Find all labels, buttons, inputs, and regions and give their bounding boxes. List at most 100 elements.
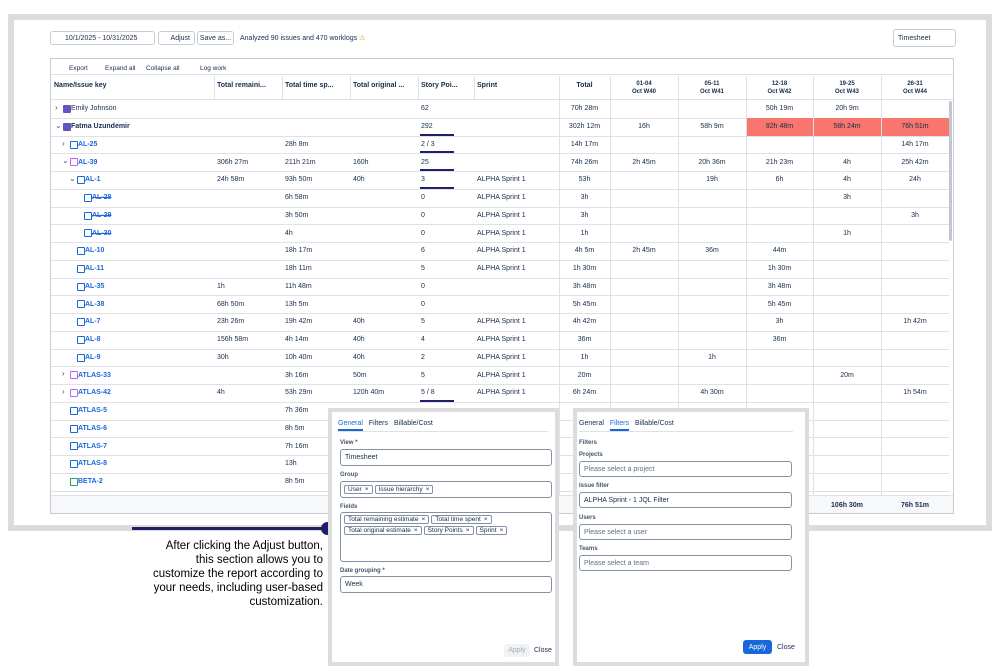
issue-key[interactable]: ATLAS-33 — [78, 371, 111, 379]
apply-label: Apply — [508, 647, 526, 654]
issue-key[interactable]: AL-9 — [85, 353, 101, 361]
issue-key[interactable]: AL-8 — [85, 336, 101, 344]
user-name: Fatma Uzundemir — [71, 123, 130, 131]
week-range: 19-25 — [839, 81, 855, 87]
date-range-picker[interactable]: 10/1/2025 - 10/31/2025 — [50, 31, 155, 45]
issue-key[interactable]: AL-35 — [85, 282, 105, 290]
cell-value: 211h 21m — [285, 158, 316, 166]
issue-key[interactable]: ATLAS-6 — [78, 424, 108, 432]
cell-value: 1h — [580, 353, 589, 361]
group-select[interactable]: User × Issue hierarchy × — [340, 481, 552, 498]
view-select[interactable]: Timesheet — [340, 449, 552, 466]
expand-chevron[interactable]: › — [62, 387, 65, 396]
action-button[interactable]: Collapse all — [146, 65, 180, 72]
cell-value: 19h 42m — [285, 318, 313, 326]
issue-key[interactable]: BETA-2 — [78, 478, 103, 486]
tag-remove[interactable]: × — [425, 486, 430, 493]
issue-filter-select[interactable]: ALPHA Sprint - 1 JQL Filter — [579, 492, 792, 508]
issue-key[interactable]: AL-11 — [85, 265, 105, 273]
issue-key[interactable]: AL-10 — [85, 247, 105, 255]
projects-select[interactable]: Please select a project — [579, 461, 792, 477]
issue-key[interactable]: AL-1 — [85, 176, 101, 184]
cell-value: 1h 42m — [903, 318, 927, 326]
cell-value: 40h — [353, 353, 365, 361]
row-divider — [51, 171, 949, 172]
cell-value: 4h — [843, 176, 851, 184]
close-button[interactable]: Close — [534, 647, 552, 654]
users-select[interactable]: Please select a user — [579, 524, 792, 540]
issue-key[interactable]: ATLAS-8 — [78, 460, 108, 468]
issue-icon — [77, 176, 85, 184]
expand-chevron[interactable]: › — [62, 369, 65, 379]
cell-value: 6h 58m — [285, 194, 309, 202]
tag-remove[interactable]: × — [465, 527, 470, 534]
apply-button[interactable]: Apply — [504, 644, 530, 657]
cell-value: 62 — [421, 105, 429, 113]
issue-key[interactable]: AL-29 — [92, 211, 112, 219]
tag-remove[interactable]: × — [499, 527, 504, 534]
row-divider — [51, 401, 949, 403]
tab[interactable]: General — [579, 420, 604, 427]
tag-label: Sprint — [479, 527, 497, 534]
tag-label: Total remaining estimate — [348, 516, 419, 523]
cell-value: 2 / 3 — [421, 140, 435, 148]
fields-select[interactable]: Total remaining estimate × Total time spen… — [340, 512, 552, 562]
cell-value: 36m — [577, 336, 592, 344]
date-grouping-select[interactable]: Week — [340, 576, 552, 593]
tag-remove[interactable]: × — [483, 516, 488, 523]
teams-select[interactable]: Please select a team — [579, 555, 792, 571]
issue-key[interactable]: AL-7 — [85, 318, 101, 326]
cell-value: 58h 9m — [700, 123, 724, 131]
over-hours-highlight — [882, 117, 949, 136]
callout-line — [132, 527, 326, 530]
tag-remove[interactable]: × — [364, 486, 369, 493]
cell-value: 11h 48m — [285, 282, 312, 290]
issue-icon — [70, 158, 78, 167]
expand-chevron[interactable]: › — [62, 138, 65, 148]
adjust-panel-filters: General Filters Billable/Cost Filters Proj… — [573, 408, 809, 666]
expand-chevron[interactable]: › — [55, 103, 58, 112]
issue-key[interactable]: ATLAS-42 — [78, 389, 111, 397]
action-button[interactable]: Export — [69, 65, 88, 72]
cell-value: 40h — [353, 336, 365, 344]
issue-key[interactable]: ATLAS-7 — [78, 442, 108, 450]
adjust-button[interactable]: Adjust — [158, 31, 195, 45]
cell-value: ALPHA Sprint 1 — [477, 318, 526, 326]
warning-icon: ⚠ — [359, 35, 366, 42]
cell-value: 5 / 8 — [421, 389, 435, 397]
projects-placeholder: Please select a project — [584, 465, 655, 473]
tag-label: Total original estimate — [348, 527, 411, 534]
cell-value: 58h 24m — [833, 123, 861, 131]
expand-chevron[interactable]: ⌄ — [69, 174, 76, 183]
expand-chevron[interactable]: ⌄ — [62, 156, 69, 166]
save-as-button[interactable]: Save as... — [197, 31, 234, 45]
tag-remove[interactable]: × — [421, 516, 426, 523]
issue-key[interactable]: AL-25 — [78, 140, 98, 148]
view-select[interactable]: Timesheet — [893, 29, 956, 47]
tag: Total original estimate × — [344, 526, 422, 535]
issue-key[interactable]: AL-30 — [92, 229, 112, 237]
tab[interactable]: Filters — [609, 420, 629, 431]
cell-value: 14h 17m — [570, 140, 599, 148]
expand-chevron[interactable]: ⌄ — [55, 120, 62, 130]
column-header: Total — [576, 82, 593, 89]
issue-key[interactable]: AL-38 — [85, 300, 105, 308]
action-button[interactable]: Expand all — [105, 65, 136, 72]
issue-key[interactable]: ATLAS-5 — [78, 407, 108, 415]
tab[interactable]: Filters — [368, 420, 388, 427]
tab[interactable]: Billable/Cost — [393, 420, 433, 427]
tag-remove[interactable]: × — [413, 527, 418, 534]
action-button[interactable]: Log work — [200, 65, 227, 72]
tab[interactable]: Billable/Cost — [634, 420, 674, 427]
issue-key[interactable]: AL-39 — [78, 158, 98, 166]
issue-key[interactable]: AL-28 — [92, 194, 112, 202]
cell-value: 302h 12m — [568, 123, 601, 131]
tag-label: Story Points — [427, 527, 463, 534]
close-button[interactable]: Close — [777, 644, 795, 651]
column-header: Total original ... — [353, 82, 405, 89]
cell-value: 23h 26m — [217, 318, 245, 326]
apply-button[interactable]: Apply — [743, 640, 772, 654]
tab[interactable]: General — [338, 420, 363, 431]
separator — [51, 74, 953, 75]
annotation-line: customization. — [249, 596, 323, 608]
